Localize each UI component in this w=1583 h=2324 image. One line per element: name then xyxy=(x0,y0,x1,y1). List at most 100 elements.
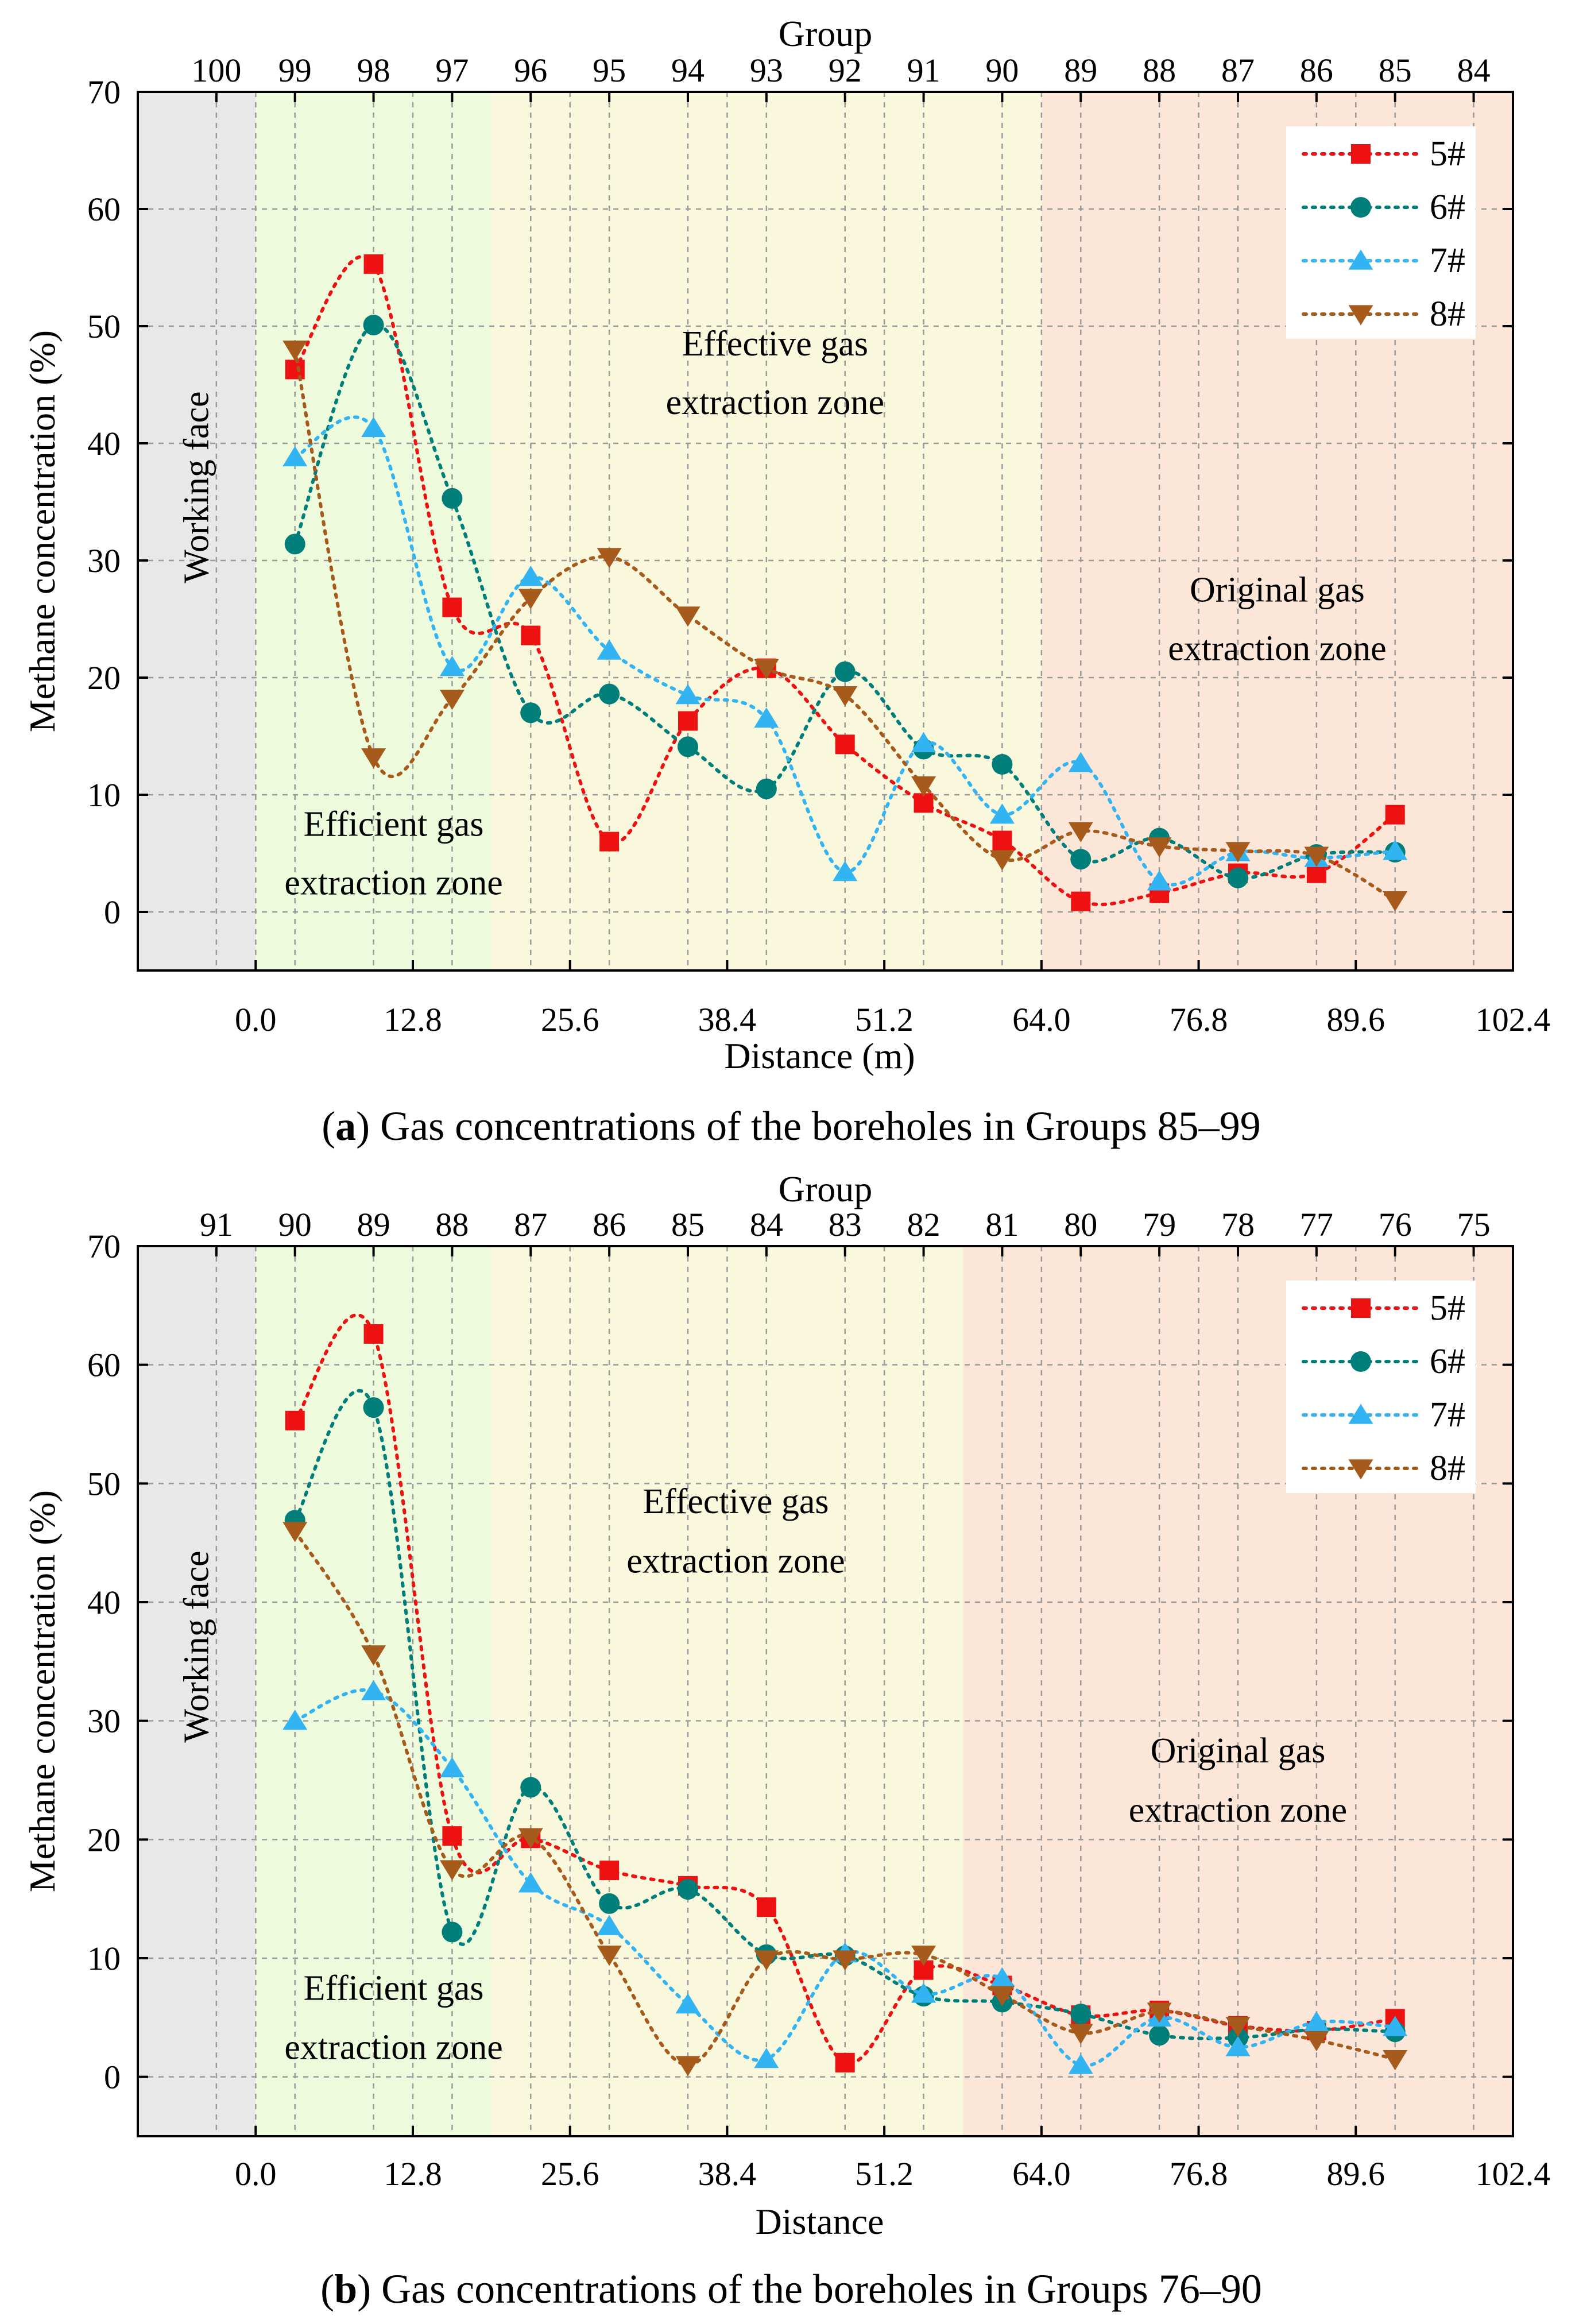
legend-marker xyxy=(1350,197,1371,218)
top-tick-label: 86 xyxy=(593,1206,626,1243)
y-axis-title: Methane concentration (%) xyxy=(22,330,63,732)
data-point xyxy=(521,625,541,645)
data-point xyxy=(1304,2031,1329,2052)
y-tick-label: 50 xyxy=(87,308,121,345)
data-point xyxy=(678,736,698,757)
data-point xyxy=(1385,805,1405,825)
zone-label-efficient: Efficient gas xyxy=(304,1969,484,2008)
legend-label: 8# xyxy=(1430,295,1465,334)
x-tick-label: 102.4 xyxy=(1476,1001,1551,1038)
data-point xyxy=(1383,840,1408,860)
top-tick-label: 97 xyxy=(435,52,469,89)
data-point xyxy=(989,1967,1015,1987)
top-tick-label: 84 xyxy=(1457,52,1491,89)
x-tick-label: 64.0 xyxy=(1012,2155,1071,2192)
top-tick-label: 80 xyxy=(1064,1206,1097,1243)
data-point xyxy=(911,1982,936,2003)
zone-label-effective: extraction zone xyxy=(666,383,884,422)
data-point xyxy=(363,1397,384,1418)
top-tick-label: 81 xyxy=(985,1206,1019,1243)
data-point xyxy=(442,488,463,509)
zone-label-original: extraction zone xyxy=(1168,629,1386,668)
data-point xyxy=(1147,2002,1172,2023)
top-tick-label: 95 xyxy=(593,52,626,89)
top-tick-label: 75 xyxy=(1457,1206,1491,1243)
data-point xyxy=(833,1950,858,1971)
y-tick-label: 60 xyxy=(87,1347,121,1384)
data-point xyxy=(754,707,779,728)
legend-marker xyxy=(1348,1403,1373,1424)
legend-box xyxy=(1286,126,1476,339)
x-tick-label: 51.2 xyxy=(855,2155,914,2192)
data-point xyxy=(1225,842,1251,863)
top-tick-label: 82 xyxy=(907,1206,940,1243)
x-tick-label: 38.4 xyxy=(698,2155,757,2192)
axes-frame xyxy=(137,1245,1514,2137)
caption-paren: ( xyxy=(322,1103,335,1149)
top-tick-label: 98 xyxy=(357,52,390,89)
x-tick-label: 89.6 xyxy=(1327,2155,1385,2192)
x-tick-label: 76.8 xyxy=(1170,2155,1228,2192)
figure-caption: (b) Gas concentrations of the boreholes … xyxy=(320,2266,1262,2312)
caption-text: ) Gas concentrations of the boreholes in… xyxy=(356,1103,1261,1149)
data-point xyxy=(442,1921,463,1943)
top-tick-label: 89 xyxy=(1064,52,1097,89)
legend-label: 8# xyxy=(1430,1449,1465,1488)
top-tick-label: 92 xyxy=(829,52,862,89)
chart-panel-b: Working face Efficient gas extraction zone… xyxy=(22,1169,1550,2312)
series-8 xyxy=(282,1522,1408,2076)
data-point xyxy=(992,830,1012,850)
data-point xyxy=(835,2052,855,2072)
legend-label: 5# xyxy=(1430,1289,1465,1328)
data-point xyxy=(282,341,308,361)
y-tick-label: 30 xyxy=(87,542,121,579)
x-tick-label: 0.0 xyxy=(235,1001,277,1038)
legend-marker xyxy=(1351,144,1371,164)
top-tick-label: 85 xyxy=(671,1206,705,1243)
zone-label-efficient: extraction zone xyxy=(284,863,502,902)
x-tick-label: 25.6 xyxy=(541,2155,599,2192)
series-line xyxy=(293,1688,1397,2067)
data-point xyxy=(992,753,1013,775)
top-tick-label: 76 xyxy=(1379,1206,1412,1243)
data-point xyxy=(282,1522,308,1542)
data-point xyxy=(1383,2016,1408,2036)
data-point xyxy=(1147,837,1172,858)
chart-panel-a: Working face Efficient gas extraction zone… xyxy=(22,13,1550,1149)
y-tick-label: 20 xyxy=(87,1821,121,1858)
data-point xyxy=(361,1680,386,1700)
zone-label-effective: Effective gas xyxy=(682,324,868,364)
caption-letter: b xyxy=(334,2266,357,2312)
top-tick-label: 91 xyxy=(200,1206,233,1243)
data-point xyxy=(439,1860,465,1881)
top-tick-label: 79 xyxy=(1143,1206,1176,1243)
data-point xyxy=(518,1872,543,1893)
data-point xyxy=(833,686,858,707)
y-tick-label: 40 xyxy=(87,425,121,462)
data-point xyxy=(599,1893,620,1914)
data-point xyxy=(285,359,305,380)
caption-letter: a xyxy=(335,1103,356,1149)
top-tick-label: 78 xyxy=(1221,1206,1255,1243)
data-point xyxy=(756,1897,776,1917)
x-tick-label: 102.4 xyxy=(1476,2155,1551,2192)
data-point xyxy=(597,1915,622,1935)
top-tick-label: 84 xyxy=(750,1206,783,1243)
series-8 xyxy=(282,341,1408,912)
data-point xyxy=(439,1757,465,1777)
top-tick-label: 96 xyxy=(514,52,547,89)
x-tick-label: 89.6 xyxy=(1327,1001,1385,1038)
top-tick-label: 87 xyxy=(514,1206,547,1243)
x-tick-label: 38.4 xyxy=(698,1001,757,1038)
legend-label: 6# xyxy=(1430,188,1465,227)
data-point xyxy=(282,1710,308,1730)
data-point xyxy=(1225,2036,1251,2056)
data-point xyxy=(1225,2017,1251,2037)
data-point xyxy=(599,1861,620,1881)
data-point xyxy=(520,1777,541,1798)
data-point xyxy=(599,832,620,852)
data-point xyxy=(675,684,700,705)
top-tick-label: 100 xyxy=(191,52,241,89)
y-tick-label: 40 xyxy=(87,1584,121,1621)
y-tick-label: 0 xyxy=(104,2059,121,2096)
